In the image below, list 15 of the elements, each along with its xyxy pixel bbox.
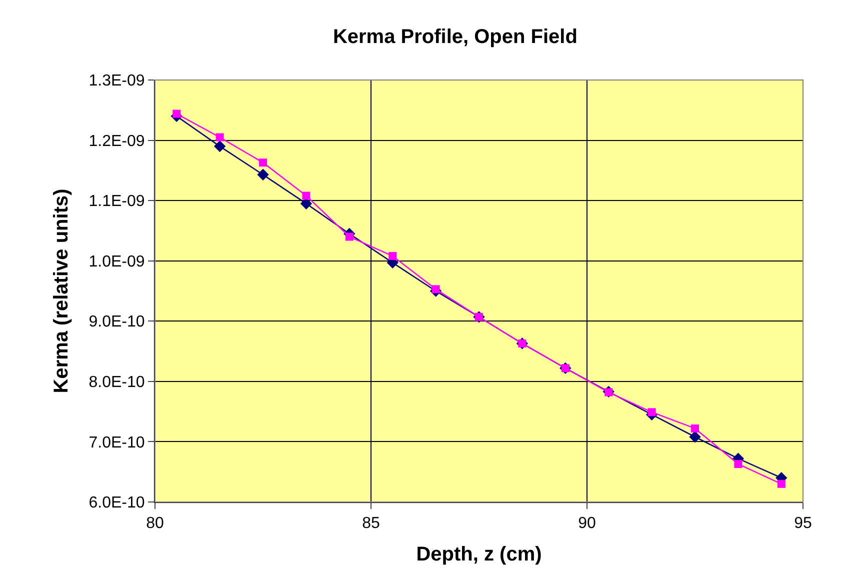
y-tick-label: 8.0E-10: [88, 374, 145, 392]
x-tick-label: 95: [794, 515, 812, 532]
y-tick-label: 1.2E-09: [88, 132, 145, 150]
y-tick-label: 7.0E-10: [88, 434, 145, 452]
x-tick-label: 80: [146, 515, 164, 532]
y-tick-label: 1.1E-09: [88, 193, 145, 210]
chart-title: Kerma Profile, Open Field: [332, 26, 578, 48]
y-axis-title: Kerma (relative units): [50, 188, 72, 394]
x-axis-title: Depth, z (cm): [416, 544, 542, 566]
y-tick-label: 6.0E-10: [88, 494, 145, 512]
x-tick-label: 90: [578, 515, 596, 532]
x-tick-label: 85: [362, 515, 380, 532]
y-tick-label: 1.3E-09: [88, 72, 145, 90]
y-tick-label: 9.0E-10: [88, 314, 145, 331]
y-tick-label: 1.0E-09: [88, 253, 145, 270]
